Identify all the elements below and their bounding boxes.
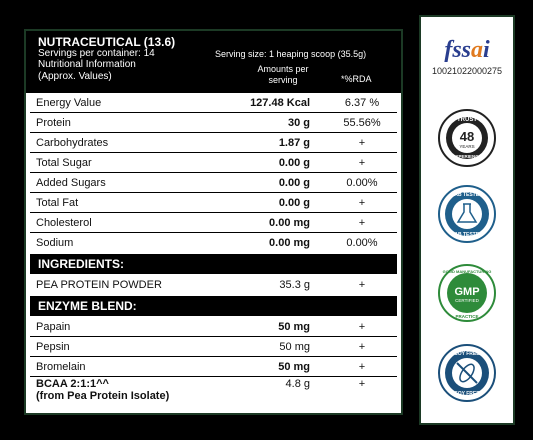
soy-bottom-text: SOY FREE xyxy=(454,391,480,397)
table-row: Papain 50 mg + xyxy=(30,317,397,337)
enzyme-blend-heading: ENZYME BLEND: xyxy=(30,296,397,316)
amounts-line1: Amounts per xyxy=(257,64,309,74)
table-row: Cholesterol 0.00 mg + xyxy=(30,213,397,233)
nutrient-name: Total Fat xyxy=(36,197,79,209)
table-row: Bromelain 50 mg + xyxy=(30,357,397,377)
enzyme-rda: + xyxy=(358,321,366,333)
enzyme-rda: + xyxy=(358,341,366,353)
lab-tested-icon: LAB TESTED LAB TESTED xyxy=(438,185,496,243)
bcaa-value: 4.8 g xyxy=(285,378,310,390)
table-row: BCAA 2:1:1^^ (from Pea Protein Isolate) 4… xyxy=(30,377,397,407)
nutrient-value: 0.00 g xyxy=(278,157,310,169)
serving-size: Serving size: 1 heaping scoop (35.5g) xyxy=(215,49,367,59)
nutrient-name: Sodium xyxy=(36,237,74,249)
nutrient-rda: + xyxy=(358,197,366,209)
ingredients-heading: INGREDIENTS: xyxy=(30,254,397,274)
nutrient-name: Protein xyxy=(36,117,71,129)
nutrient-name: Cholesterol xyxy=(36,217,92,229)
nutrient-name: Total Sugar xyxy=(36,157,92,169)
nutrient-value: 0.00 g xyxy=(278,197,310,209)
table-row: Pepsin 50 mg + xyxy=(30,337,397,357)
enzyme-name: Bromelain xyxy=(36,361,86,373)
gmp-center-text: GMP xyxy=(454,286,479,298)
trust-unit: YEARS xyxy=(459,144,474,149)
nutrition-facts-panel: NUTRACEUTICAL (13.6) Servings per contai… xyxy=(24,29,403,415)
nutrient-value: 0.00 mg xyxy=(269,237,310,249)
bcaa-line1: BCAA 2:1:1^^ xyxy=(36,378,109,390)
section-label: ENZYME BLEND: xyxy=(38,299,137,313)
gmp-sub-text: CERTIFIED xyxy=(455,298,479,303)
soy-top-text: SOY FREE xyxy=(454,351,480,357)
enzyme-value: 50 mg xyxy=(278,361,310,373)
trust-48-years-icon: TRUST 48 YEARS EXPERIENCE xyxy=(438,109,496,167)
amounts-per-serving-header: Amounts per serving xyxy=(238,64,328,86)
amounts-line2: serving xyxy=(268,75,298,85)
trust-number: 48 xyxy=(460,129,474,144)
enzyme-name: Papain xyxy=(36,321,71,333)
nutrient-rda: 6.37 % xyxy=(344,97,380,109)
fssai-license-number: 10021022000275 xyxy=(431,66,503,76)
table-row: PEA PROTEIN POWDER 35.3 g + xyxy=(30,275,397,295)
enzyme-name: Pepsin xyxy=(36,341,70,353)
table-row: Protein 30 g 55.56% xyxy=(30,113,397,133)
trust-top-text: TRUST xyxy=(457,117,477,123)
nutrition-info-label: Nutritional Information xyxy=(38,59,136,70)
gmp-certified-icon: GOOD MANUFACTURING GMP CERTIFIED PRACTIC… xyxy=(438,264,496,322)
nutrient-rda: 0.00% xyxy=(346,177,378,189)
nutrition-rows: Energy Value 127.48 Kcal 6.37 % Protein 30 … xyxy=(30,93,397,407)
certification-sidebar: fssai 10021022000275 TRUST 48 YEARS EXPE… xyxy=(419,15,515,425)
rda-header: *%RDA xyxy=(341,74,372,84)
lab-top-text: LAB TESTED xyxy=(451,192,483,198)
nutrition-header: NUTRACEUTICAL (13.6) Servings per contai… xyxy=(26,31,401,93)
table-row: Carbohydrates 1.87 g + xyxy=(30,133,397,153)
product-title: NUTRACEUTICAL (13.6) xyxy=(38,35,176,49)
enzyme-value: 50 mg xyxy=(278,321,310,333)
ingredient-name: PEA PROTEIN POWDER xyxy=(36,279,162,291)
lab-bottom-text: LAB TESTED xyxy=(451,232,483,238)
table-row: Energy Value 127.48 Kcal 6.37 % xyxy=(30,93,397,113)
nutrient-name: Added Sugars xyxy=(36,177,106,189)
nutrient-value: 127.48 Kcal xyxy=(250,97,310,109)
enzyme-value: 50 mg xyxy=(279,341,310,353)
nutrient-rda: + xyxy=(358,157,366,169)
nutrient-value: 0.00 g xyxy=(278,177,310,189)
fssai-badge: fssai 10021022000275 xyxy=(427,37,507,76)
table-row: Added Sugars 0.00 g 0.00% xyxy=(30,173,397,193)
nutrient-name: Carbohydrates xyxy=(36,137,109,149)
nutrient-value: 1.87 g xyxy=(278,137,310,149)
section-label: INGREDIENTS: xyxy=(38,257,125,271)
nutrient-rda: + xyxy=(358,217,366,229)
table-row: Sodium 0.00 mg 0.00% xyxy=(30,233,397,253)
bcaa-name: BCAA 2:1:1^^ (from Pea Protein Isolate) xyxy=(36,378,169,402)
nutrient-value: 30 g xyxy=(287,117,310,129)
gmp-top-text: GOOD MANUFACTURING xyxy=(443,269,492,274)
approx-values-label: (Approx. Values) xyxy=(38,71,112,82)
bcaa-rda: + xyxy=(358,378,366,390)
table-row: Total Sugar 0.00 g + xyxy=(30,153,397,173)
fssai-logo: fssai xyxy=(444,37,490,63)
servings-per-container: Servings per container: 14 xyxy=(38,48,155,59)
nutrient-rda: + xyxy=(358,137,366,149)
nutrient-rda: 55.56% xyxy=(343,117,381,129)
nutrient-value: 0.00 mg xyxy=(269,217,310,229)
ingredient-value: 35.3 g xyxy=(279,279,310,291)
ingredient-rda: + xyxy=(358,279,366,291)
enzyme-rda: + xyxy=(358,361,366,373)
trust-bottom-text: EXPERIENCE xyxy=(452,154,481,159)
gmp-bottom-text: PRACTICE xyxy=(455,314,478,319)
nutrient-rda: 0.00% xyxy=(346,237,378,249)
bcaa-line2: (from Pea Protein Isolate) xyxy=(36,390,170,402)
soy-free-icon: SOY FREE SOY FREE xyxy=(438,344,496,402)
table-row: Total Fat 0.00 g + xyxy=(30,193,397,213)
nutrient-name: Energy Value xyxy=(36,97,102,109)
